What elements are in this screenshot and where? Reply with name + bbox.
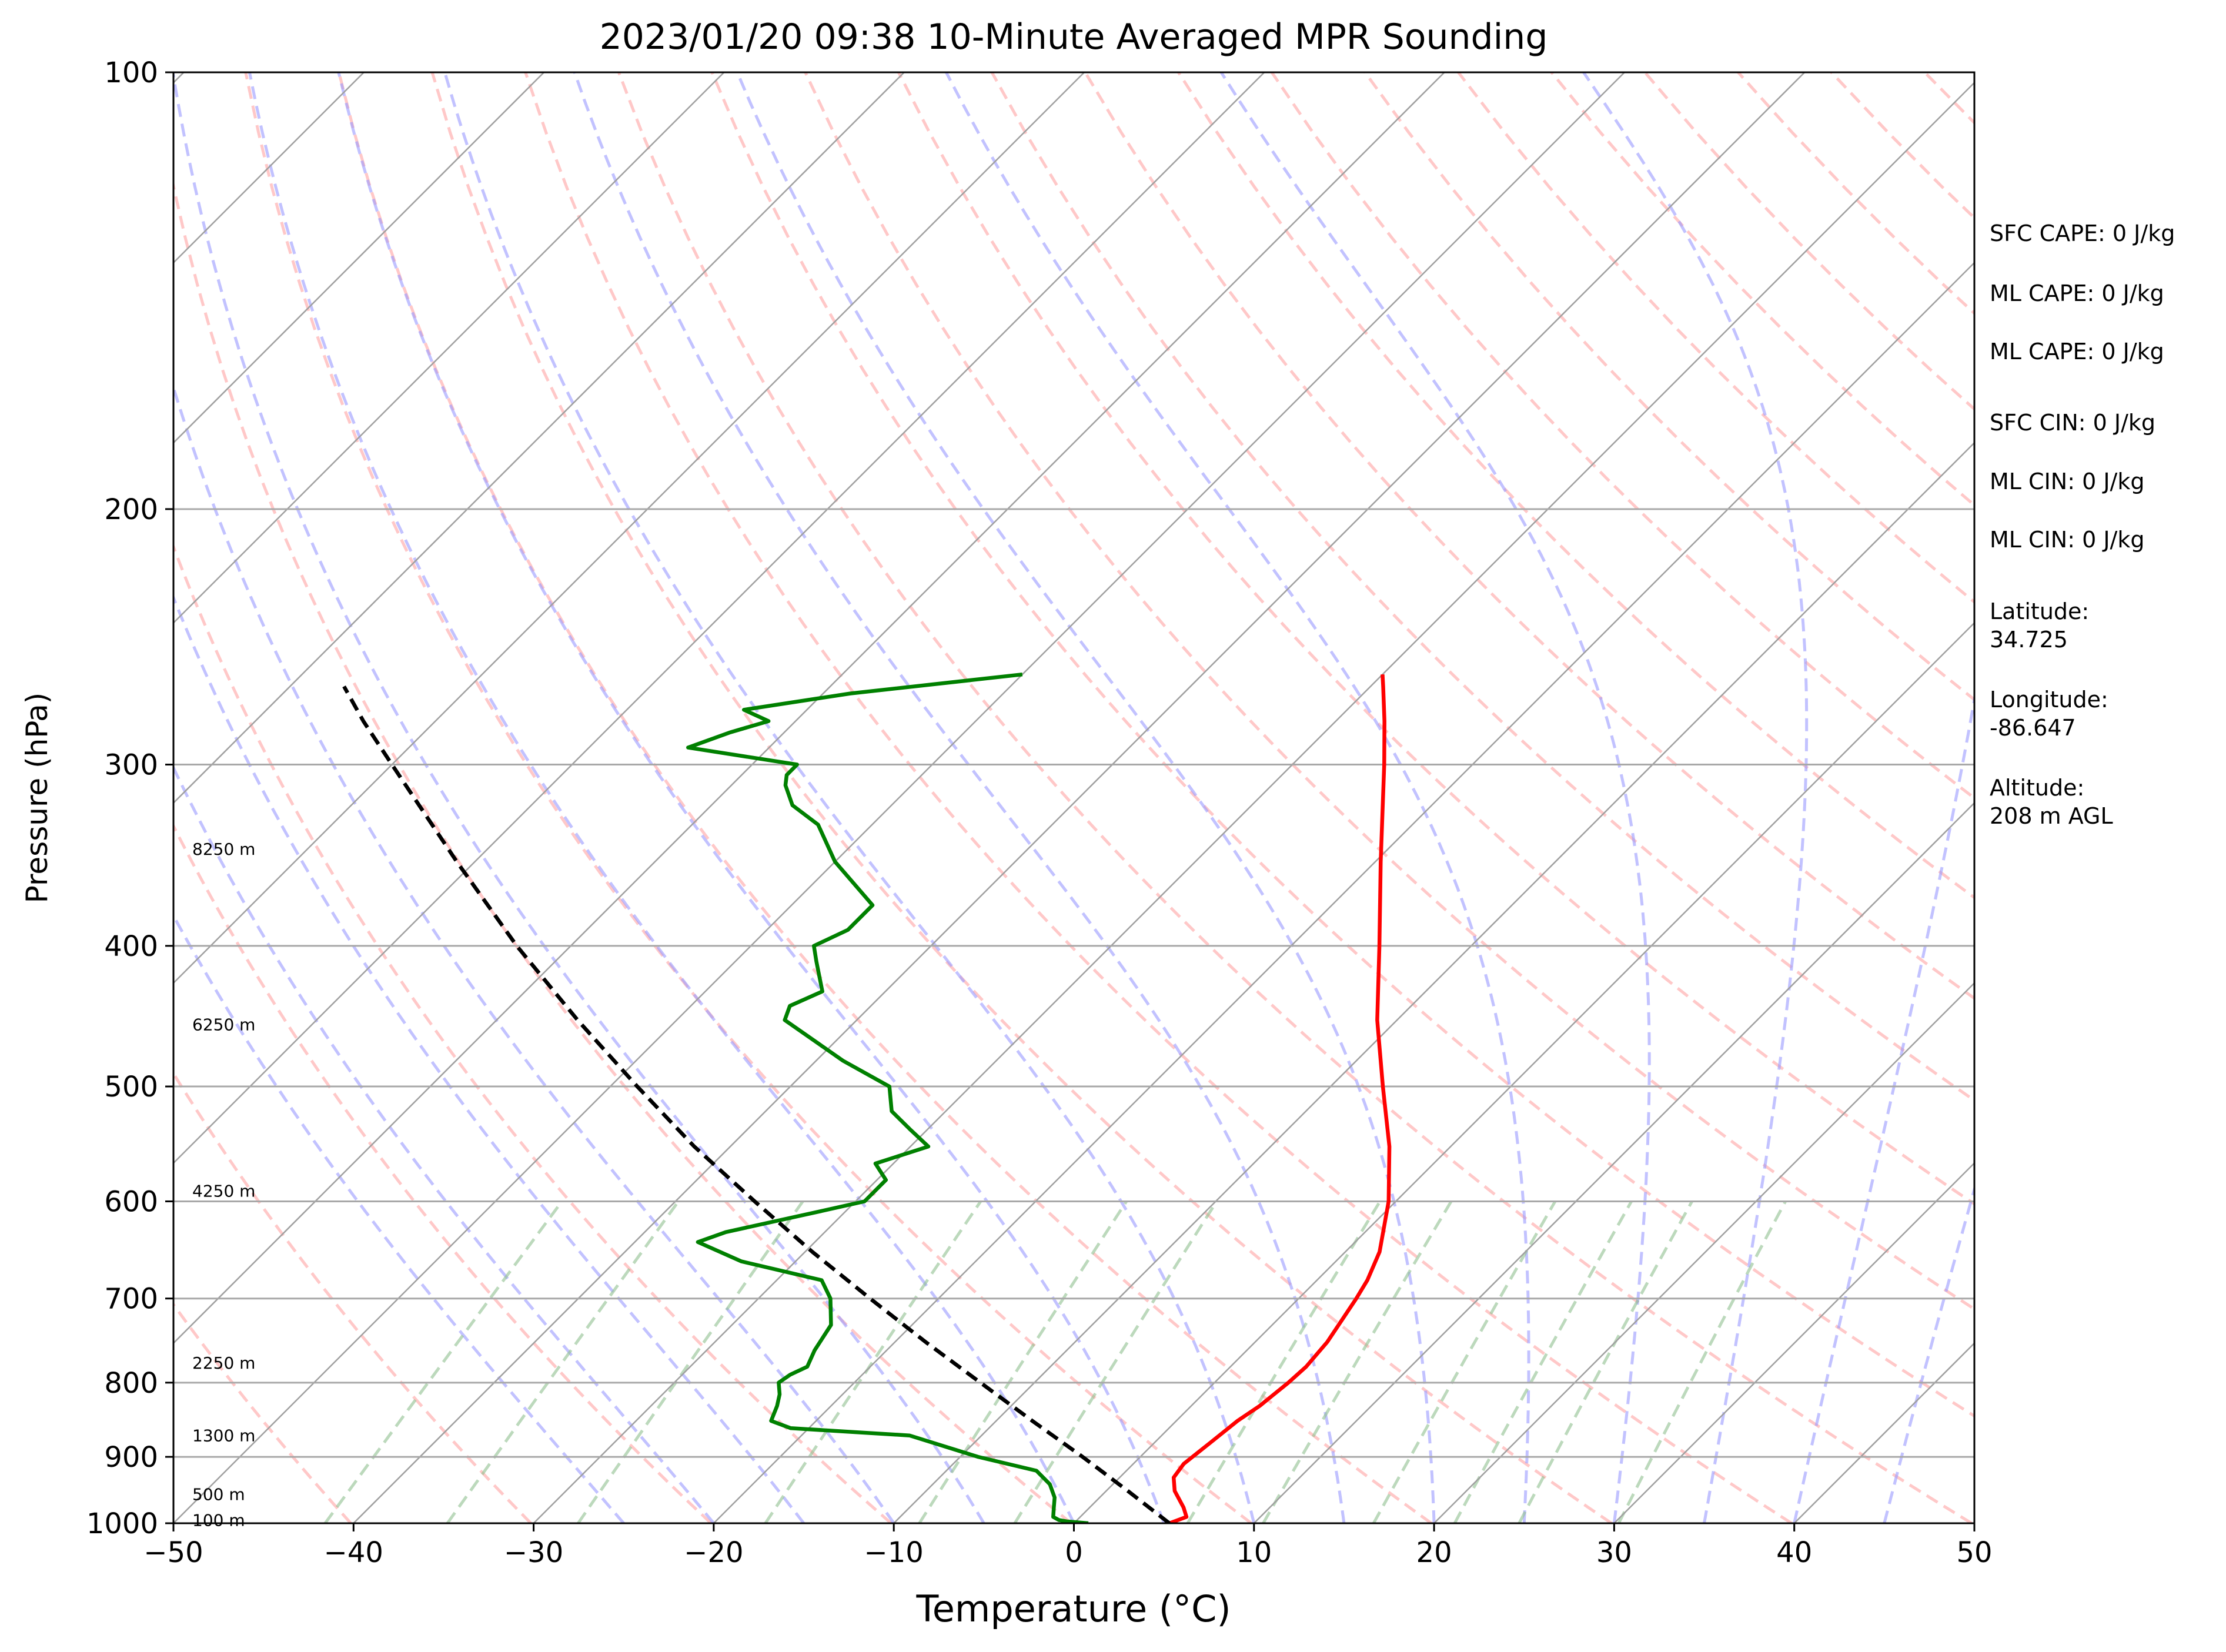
height-label: 1300 m — [192, 1426, 255, 1446]
moist-adiabat-line — [443, 72, 1256, 1523]
moist-adiabat-line — [736, 72, 1436, 1523]
isotherm-line — [1253, 802, 1974, 1523]
y-tick-label: 300 — [104, 749, 158, 782]
y-tick-label: 1000 — [86, 1507, 158, 1540]
x-tick-label: 30 — [1596, 1536, 1632, 1569]
x-tick-label: 10 — [1236, 1536, 1272, 1569]
moist-adiabat-line — [173, 72, 985, 1523]
ml-cape-text-2: ML CAPE: 0 J/kg — [1990, 339, 2164, 364]
isotherm-line — [1613, 1162, 1974, 1523]
series-layer — [342, 672, 1392, 1523]
dry-adiabat-line — [173, 543, 893, 1523]
latitude-text: Latitude: 34.725 — [1990, 598, 2090, 653]
dry-adiabat-line — [990, 72, 1974, 1102]
series-line-0 — [1168, 674, 1392, 1523]
ml-cin-text-2: ML CIN: 0 J/kg — [1990, 527, 2145, 553]
moist-adiabat-line — [1582, 72, 1809, 1523]
y-tick-label: 400 — [104, 930, 158, 963]
y-tick-label: 800 — [104, 1367, 158, 1400]
isotherm-line — [353, 72, 1806, 1523]
isotherm-line — [173, 72, 545, 444]
dry-adiabat-line — [337, 72, 1432, 1523]
x-tick-label: −30 — [504, 1536, 563, 1569]
dry-adiabat-line — [173, 822, 713, 1523]
height-labels: 8250 m 6250 m 4250 m 2250 m 1300 m 500 m 100 m — [192, 840, 255, 1530]
y-axis-label: Pressure (hPa) — [20, 693, 54, 904]
x-tick-label: −40 — [324, 1536, 383, 1569]
isotherm-line — [173, 72, 1445, 1345]
y-tick-label: 700 — [104, 1283, 158, 1316]
moist-adiabat-line — [1219, 72, 1651, 1523]
altitude-text: Altitude: 208 m AGL — [1990, 775, 2113, 829]
isotherm-line — [173, 72, 905, 804]
y-tick-label: 600 — [104, 1185, 158, 1218]
height-label: 500 m — [192, 1485, 245, 1504]
isotherm-line — [173, 72, 1265, 1165]
ml-cin-text: ML CIN: 0 J/kg — [1990, 469, 2145, 494]
moist-adiabat-line — [573, 72, 1346, 1523]
isotherm-line — [713, 262, 1974, 1523]
dry-adiabat-line — [430, 72, 1613, 1523]
isotherm-line — [173, 72, 1085, 984]
moist-adiabat-line — [1883, 1184, 1974, 1523]
moist-adiabat-line — [945, 72, 1530, 1523]
isotherm-line — [173, 72, 1625, 1523]
dry-adiabat-line — [1363, 72, 1974, 702]
dry-adiabat-line — [1084, 72, 1974, 1001]
series-line-1 — [686, 672, 1089, 1523]
isotherm-line — [173, 72, 725, 624]
y-tick-label: 900 — [104, 1441, 158, 1474]
dry-adiabat-line — [524, 72, 1793, 1523]
moist-adiabat-line — [173, 764, 715, 1523]
x-tick-label: 50 — [1956, 1536, 1992, 1569]
pressure-gridlines — [173, 72, 1974, 1523]
moist-adiabat-line — [337, 72, 1165, 1523]
dry-adiabat-line — [710, 72, 1974, 1418]
x-axis-ticks: −50 −40 −30 −20 −10 0 10 20 30 40 50 — [143, 1523, 1993, 1569]
longitude-text: Longitude: -86.647 — [1990, 687, 2108, 741]
x-axis-label: Temperature (°C) — [915, 1587, 1231, 1630]
mixing-ratio-line — [1518, 1200, 1693, 1523]
x-tick-label: −20 — [684, 1536, 743, 1569]
y-tick-label: 200 — [104, 493, 158, 526]
series-line-2 — [342, 685, 1171, 1523]
y-axis-ticks: 100 200 300 400 500 600 700 800 900 1000 — [86, 56, 173, 1540]
dry-adiabat-line — [617, 72, 1973, 1523]
isotherm-line — [1073, 621, 1974, 1523]
height-label: 100 m — [192, 1511, 245, 1530]
x-tick-label: 0 — [1065, 1536, 1083, 1569]
height-label: 2250 m — [192, 1353, 255, 1373]
dry-adiabat-line — [804, 72, 1974, 1311]
background-lines — [173, 72, 1974, 1523]
dry-adiabat-line — [1177, 72, 1974, 899]
chart-title: 2023/01/20 09:38 10-Minute Averaged MPR … — [600, 16, 1548, 58]
height-label: 8250 m — [192, 840, 255, 859]
moist-adiabat-line — [173, 382, 895, 1523]
moist-adiabat-line — [248, 72, 1075, 1523]
x-tick-label: −50 — [143, 1536, 203, 1569]
isotherm-line — [533, 81, 1974, 1523]
y-tick-label: 500 — [104, 1071, 158, 1103]
mixing-ratio-line — [1617, 1200, 1787, 1523]
isotherm-line — [1433, 982, 1974, 1523]
ml-cape-text: ML CAPE: 0 J/kg — [1990, 280, 2164, 306]
x-tick-label: 40 — [1776, 1536, 1812, 1569]
height-label: 4250 m — [192, 1181, 255, 1200]
moist-adiabat-line — [1793, 691, 1974, 1523]
dry-adiabat-line — [897, 72, 1974, 1206]
x-tick-label: −10 — [864, 1536, 924, 1569]
dry-adiabat-line — [1270, 72, 1974, 800]
moist-adiabat-line — [173, 593, 805, 1523]
dry-adiabat-line — [173, 1071, 532, 1523]
dry-adiabat-line — [173, 179, 1072, 1523]
isotherm-line — [893, 442, 1974, 1523]
x-tick-label: 20 — [1416, 1536, 1452, 1569]
sfc-cape-text: SFC CAPE: 0 J/kg — [1990, 220, 2175, 246]
sfc-cin-text: SFC CIN: 0 J/kg — [1990, 410, 2156, 436]
y-tick-label: 100 — [104, 56, 158, 89]
height-label: 6250 m — [192, 1015, 255, 1034]
moist-adiabat-line — [173, 912, 625, 1523]
